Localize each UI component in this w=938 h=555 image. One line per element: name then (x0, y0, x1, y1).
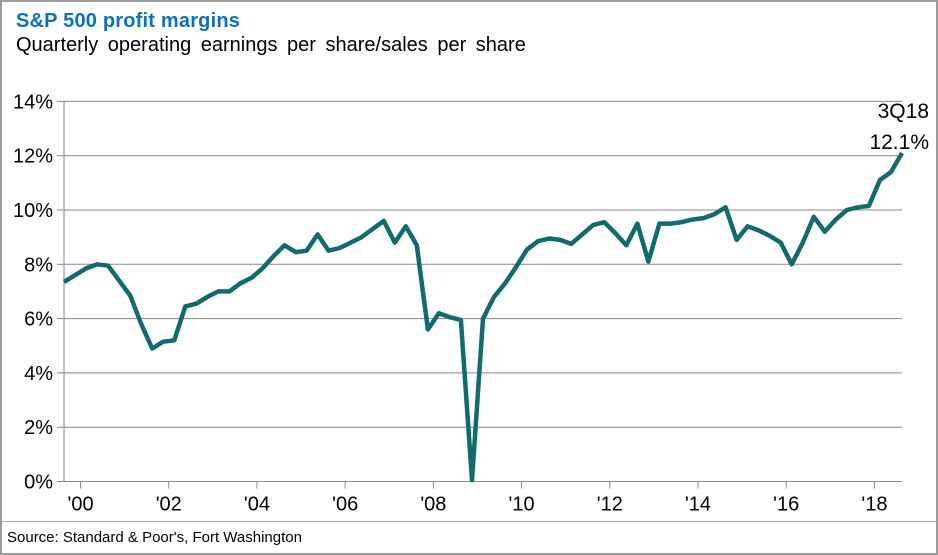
y-axis-label: 2% (24, 417, 53, 439)
chart-title: S&P 500 profit margins (16, 10, 241, 32)
y-axis-label: 14% (13, 91, 53, 113)
profit-margin-line-chart: 0% 2% 4% 6% 8% 10% 12% 14% '00 '02 '04 '06 '08 '10 '12… (13, 91, 904, 516)
x-axis-label: '00 (68, 494, 94, 516)
y-axis-label: 10% (13, 200, 53, 222)
source-note: Source: Standard & Poor's, Fort Washingt… (7, 529, 302, 546)
x-axis-label: '12 (597, 494, 623, 516)
x-axis-label: '16 (773, 494, 799, 516)
series-line (62, 151, 904, 483)
x-axis-label: '02 (156, 494, 182, 516)
footer: Source: Standard & Poor's, Fort Washingt… (2, 521, 936, 553)
y-axis-label: 6% (24, 309, 53, 331)
x-axis-label: '04 (244, 494, 270, 516)
latest-point-annotation: 3Q18 12.1% (869, 96, 929, 158)
y-axis-label: 4% (24, 363, 53, 385)
x-axis-label: '14 (685, 494, 711, 516)
x-axis-label: '08 (420, 494, 446, 516)
chart-subtitle: Quarterly operating earnings per share/s… (16, 34, 526, 56)
annotation-quarter: 3Q18 (877, 100, 929, 123)
x-axis-label: '18 (861, 494, 887, 516)
y-axis-label: 8% (24, 254, 53, 276)
annotation-value: 12.1% (869, 131, 929, 154)
y-axis-label: 0% (24, 472, 53, 494)
x-axis-label: '06 (332, 494, 358, 516)
x-axis-label: '10 (509, 494, 535, 516)
y-axis-label: 12% (13, 146, 53, 168)
